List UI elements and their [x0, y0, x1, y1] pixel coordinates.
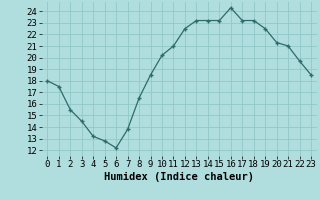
X-axis label: Humidex (Indice chaleur): Humidex (Indice chaleur): [104, 172, 254, 182]
